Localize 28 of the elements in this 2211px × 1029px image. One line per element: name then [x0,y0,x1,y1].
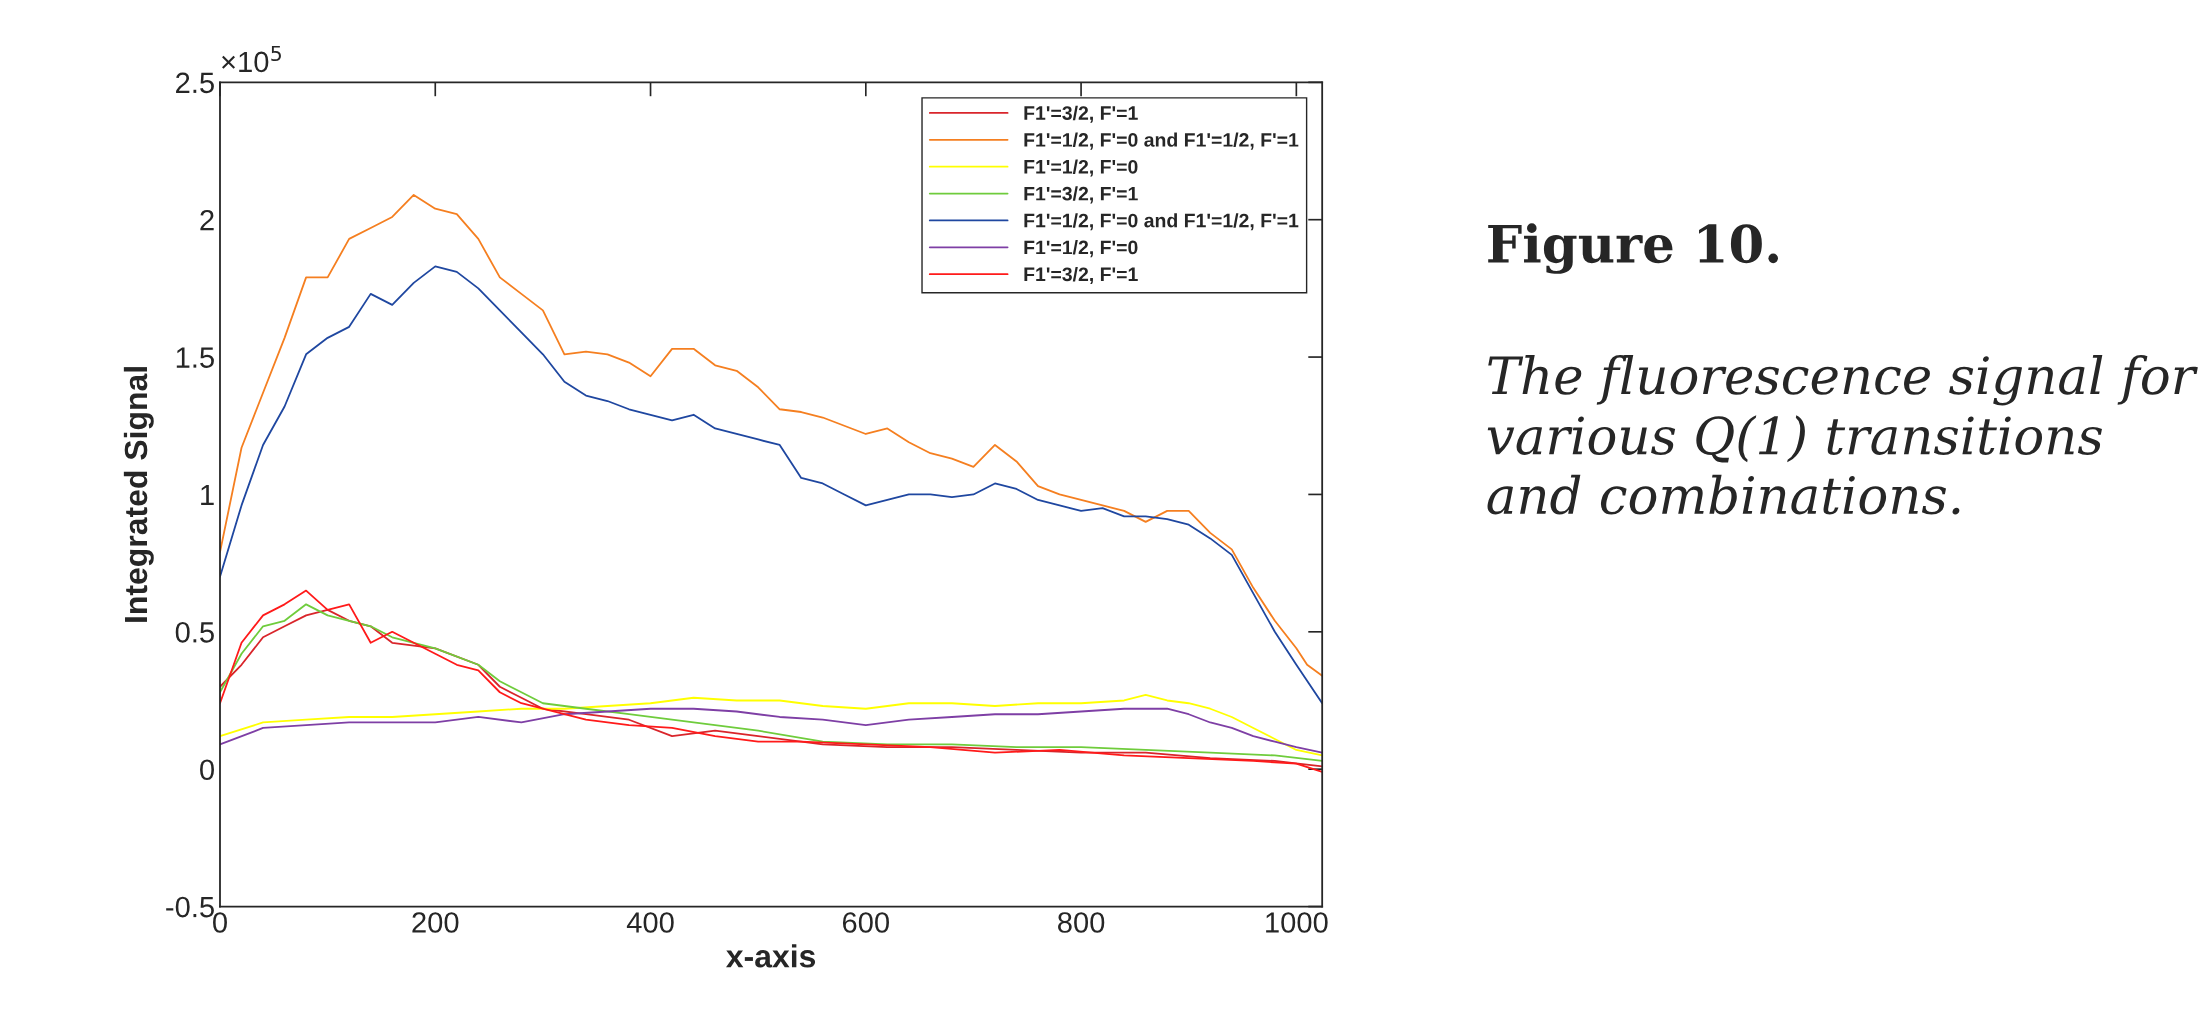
x-tick-label: 1000 [1266,912,1328,933]
line-series [219,707,1323,754]
x-tick-label: 800 [1058,912,1105,933]
caption: Figure 10. [1488,223,1778,274]
text: ×10$^{5}$ [222,45,281,73]
y-tick-label: -0.5 [166,896,214,918]
legend-label: F1'=1/2, F'=0 and F1'=1/2, F'=1 [1024,213,1299,231]
x-tick-label: 400 [626,912,674,933]
y-tick-label: 1.5 [176,347,214,368]
line-series [219,265,1323,705]
y-tick-label: 0.5 [175,622,214,643]
x-tick-label: 0 [213,912,227,933]
legend-label: F1'=3/2, F'=1 [1024,186,1138,204]
line-series [219,694,1323,757]
y-tick-label: 0 [200,759,214,781]
text: The fluorescence signal for various Q(1) transitions and combinations. [1487,355,2198,515]
legend-label: F1'=1/2, F'=0 and F1'=1/2, F'=1 [1024,132,1299,150]
x-axis-title: x-axis [726,944,816,968]
y-tick-label: 2 [200,209,214,231]
x-tick-label: 600 [842,912,889,933]
legend-label: F1'=1/2, F'=0 [1024,159,1138,177]
legend-label: F1'=3/2, F'=1 [1024,105,1138,123]
y-tick-label: 1 [201,484,214,505]
y-axis-title: Integrated Signal [123,367,154,622]
y-tick-label: 2.5 [176,72,214,94]
legend-label: F1'=3/2, F'=1 [1024,266,1138,285]
legend-label: F1'=1/2, F'=0 [1024,240,1138,258]
x-tick-label: 200 [412,912,459,933]
